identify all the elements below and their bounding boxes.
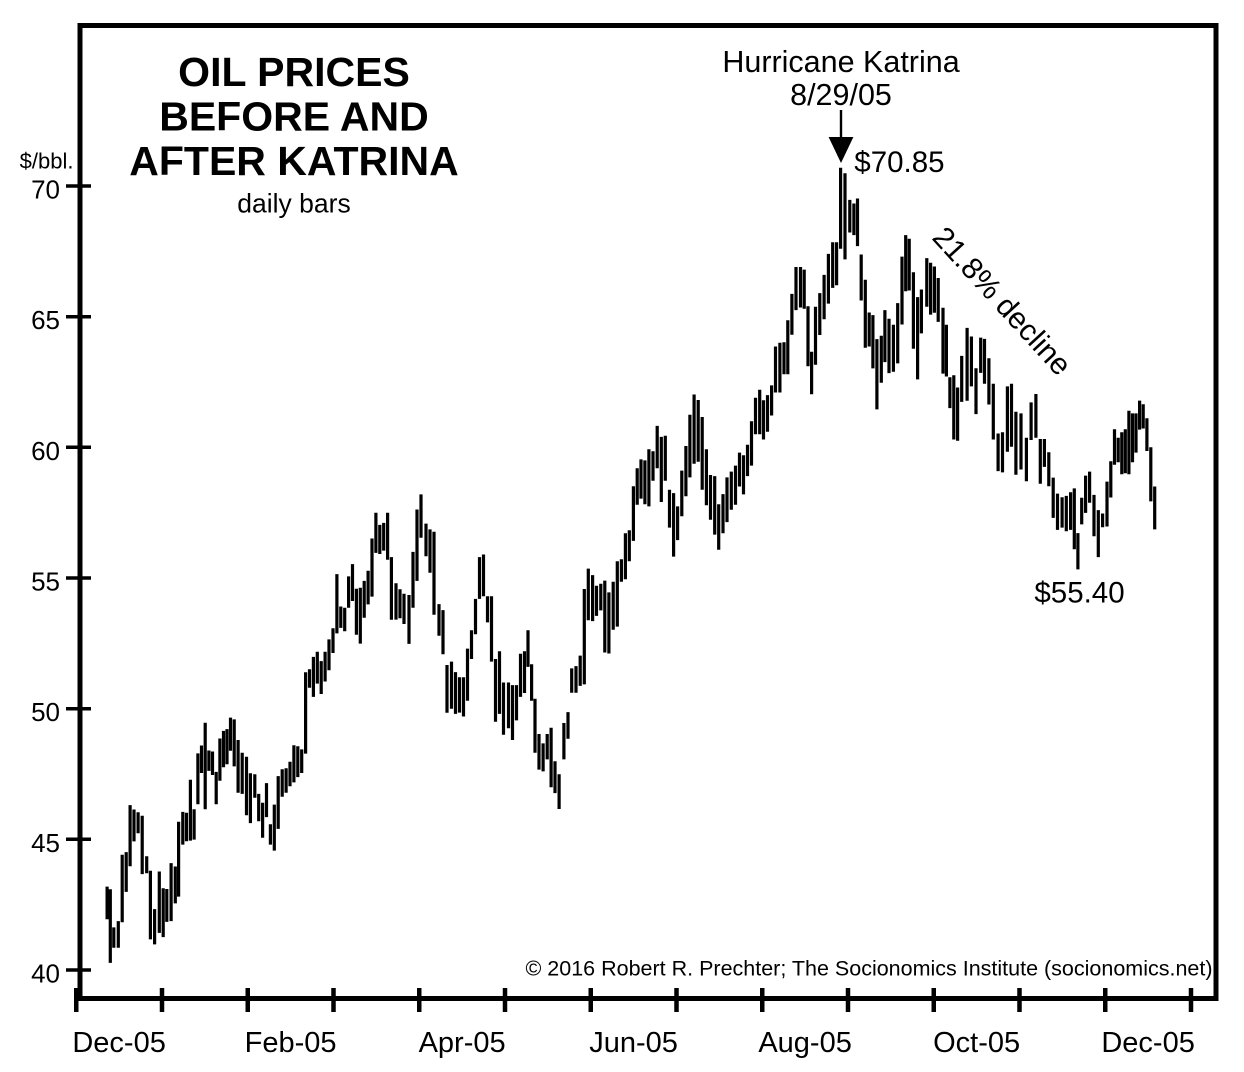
svg-text:70: 70: [31, 175, 60, 205]
svg-text:Apr-05: Apr-05: [419, 1027, 506, 1059]
svg-text:40: 40: [31, 959, 60, 989]
svg-text:$70.85: $70.85: [854, 146, 944, 179]
svg-text:45: 45: [31, 828, 60, 858]
svg-text:Dec-05: Dec-05: [72, 1027, 166, 1059]
svg-text:60: 60: [31, 436, 60, 466]
svg-text:Dec-05: Dec-05: [1101, 1027, 1195, 1059]
svg-text:8/29/05: 8/29/05: [790, 78, 892, 112]
svg-text:BEFORE AND: BEFORE AND: [159, 94, 429, 140]
svg-text:OIL PRICES: OIL PRICES: [178, 49, 410, 95]
svg-text:Aug-05: Aug-05: [758, 1027, 852, 1059]
svg-text:55: 55: [31, 567, 60, 597]
svg-text:$55.40: $55.40: [1034, 577, 1124, 610]
svg-text:Oct-05: Oct-05: [933, 1027, 1020, 1059]
svg-text:50: 50: [31, 697, 60, 727]
svg-text:© 2016 Robert R. Prechter; The: © 2016 Robert R. Prechter; The Socionomi…: [525, 956, 1212, 980]
svg-text:Feb-05: Feb-05: [245, 1027, 337, 1059]
svg-text:Jun-05: Jun-05: [589, 1027, 678, 1059]
svg-text:$/bbl.: $/bbl.: [20, 149, 74, 174]
svg-text:Hurricane Katrina: Hurricane Katrina: [722, 45, 959, 79]
svg-text:65: 65: [31, 305, 60, 335]
svg-text:daily bars: daily bars: [237, 189, 350, 219]
svg-text:AFTER KATRINA: AFTER KATRINA: [129, 138, 458, 184]
